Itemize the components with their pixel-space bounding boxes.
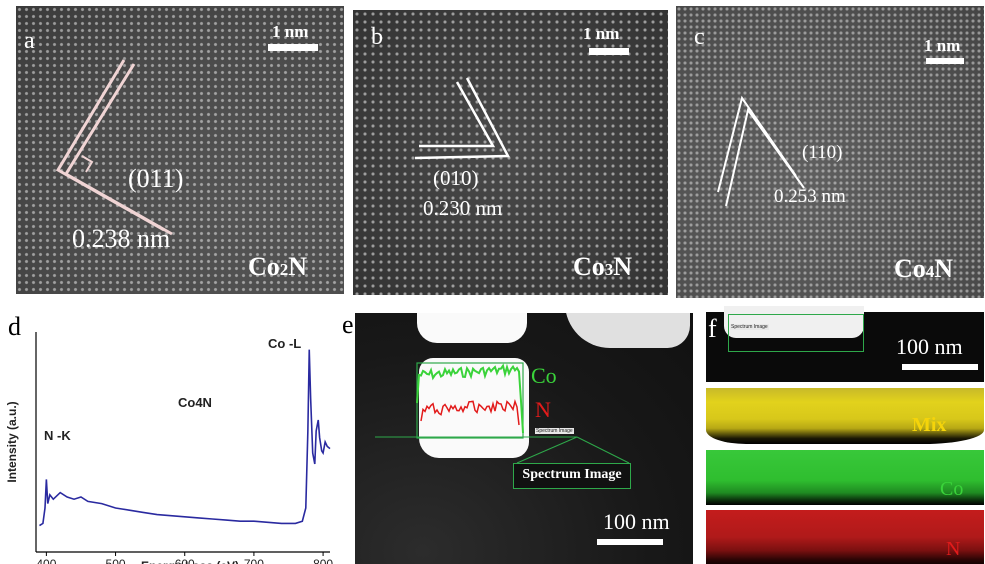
scale-bar-label-b: 1 nm (583, 24, 620, 43)
linescan-profile-overlay (375, 362, 630, 464)
hrtem-panel-a: a 1 nm (011) 0.238 nm Co2N (16, 6, 344, 294)
phase-label-c: Co4N (894, 254, 954, 283)
eels-series-line (39, 349, 331, 527)
hrtem-panel-b: b 1 nm (010) 0.230 nm Co3N (353, 10, 668, 295)
scale-bar-label-a: 1 nm (272, 22, 309, 41)
scale-bar-a (268, 44, 318, 51)
n-map-label: N (946, 538, 961, 560)
legend-n: N (535, 397, 551, 422)
co-elemental-map: Co (706, 450, 984, 505)
spectrum-image-tiny-label: Spectrum Image (535, 428, 574, 434)
lattice-fringe-overlay-c (717, 95, 805, 207)
scale-bar-label-c: 1 nm (924, 36, 961, 55)
mix-map-label: Mix (912, 414, 947, 436)
overview-roi-box (728, 314, 864, 352)
spacing-label-b: 0.230 nm (423, 196, 503, 220)
overview-tiny-label: Spectrum Image (730, 324, 769, 330)
scale-bar-c (926, 58, 964, 64)
n-elemental-map: N (706, 510, 984, 564)
plane-label-a: (011) (128, 164, 184, 193)
x-tick-label: 800 (313, 557, 333, 564)
particle-top (417, 313, 527, 343)
phase-label-b: Co3N (573, 252, 633, 281)
annotation-co-l: Co -L (268, 336, 301, 351)
x-tick-label: 400 (36, 557, 56, 564)
spectrum-image-overview: Spectrum Image 100 nm (706, 306, 984, 382)
scale-bar-label-f: 100 nm (896, 334, 963, 359)
eels-spectrum-chart: 400 500 600 700 800 Intensity (a.u.) Energy Lo… (5, 332, 333, 564)
eels-chart-panel: d 400 500 600 700 800 Intensity (a.u.) Energy … (0, 312, 345, 564)
legend-co: Co (531, 363, 557, 388)
panel-letter-c: c (694, 24, 705, 50)
spectrum-image-callout: Spectrum Image (513, 463, 631, 489)
scale-bar-e (597, 539, 663, 545)
inset-label-co4n: Co4N (178, 395, 212, 410)
panel-letter-d: d (8, 312, 21, 341)
mix-elemental-map: Mix (706, 388, 984, 444)
plane-label-b: (010) (433, 166, 479, 190)
stem-linescan-panel: Co N Spectrum Image Spectrum Image 100 n… (355, 313, 693, 564)
hrtem-panel-c: c 1 nm (110) 0.253 nm Co4N (676, 6, 984, 298)
scale-bar-b (589, 48, 629, 55)
panel-letter-a: a (24, 28, 35, 54)
plane-label-c: (110) (802, 142, 843, 163)
y-axis-label: Intensity (a.u.) (5, 401, 19, 482)
panel-letter-b: b (371, 24, 383, 50)
x-tick-label: 500 (106, 557, 126, 564)
overview-particle (724, 306, 864, 338)
co-map-label: Co (940, 478, 964, 500)
x-axis-label: Energy Loss (eV) (141, 559, 239, 564)
scale-bar-f (902, 364, 978, 370)
n-profile-line (420, 398, 520, 426)
scale-bar-label-e: 100 nm (603, 509, 670, 534)
spacing-label-c: 0.253 nm (774, 186, 846, 207)
co-profile-line (416, 363, 524, 434)
x-tick-label: 600 (175, 557, 195, 564)
x-tick-label: 700 (244, 557, 264, 564)
spacing-label-a: 0.238 nm (72, 224, 171, 253)
panel-letter-e: e (342, 310, 354, 339)
lattice-fringe-overlay-b (414, 77, 511, 160)
panel-letter-f: f (708, 314, 717, 343)
annotation-n-k: N -K (44, 428, 71, 443)
phase-label-a: Co2N (248, 252, 308, 281)
lattice-fringe-overlay-a (55, 59, 173, 236)
